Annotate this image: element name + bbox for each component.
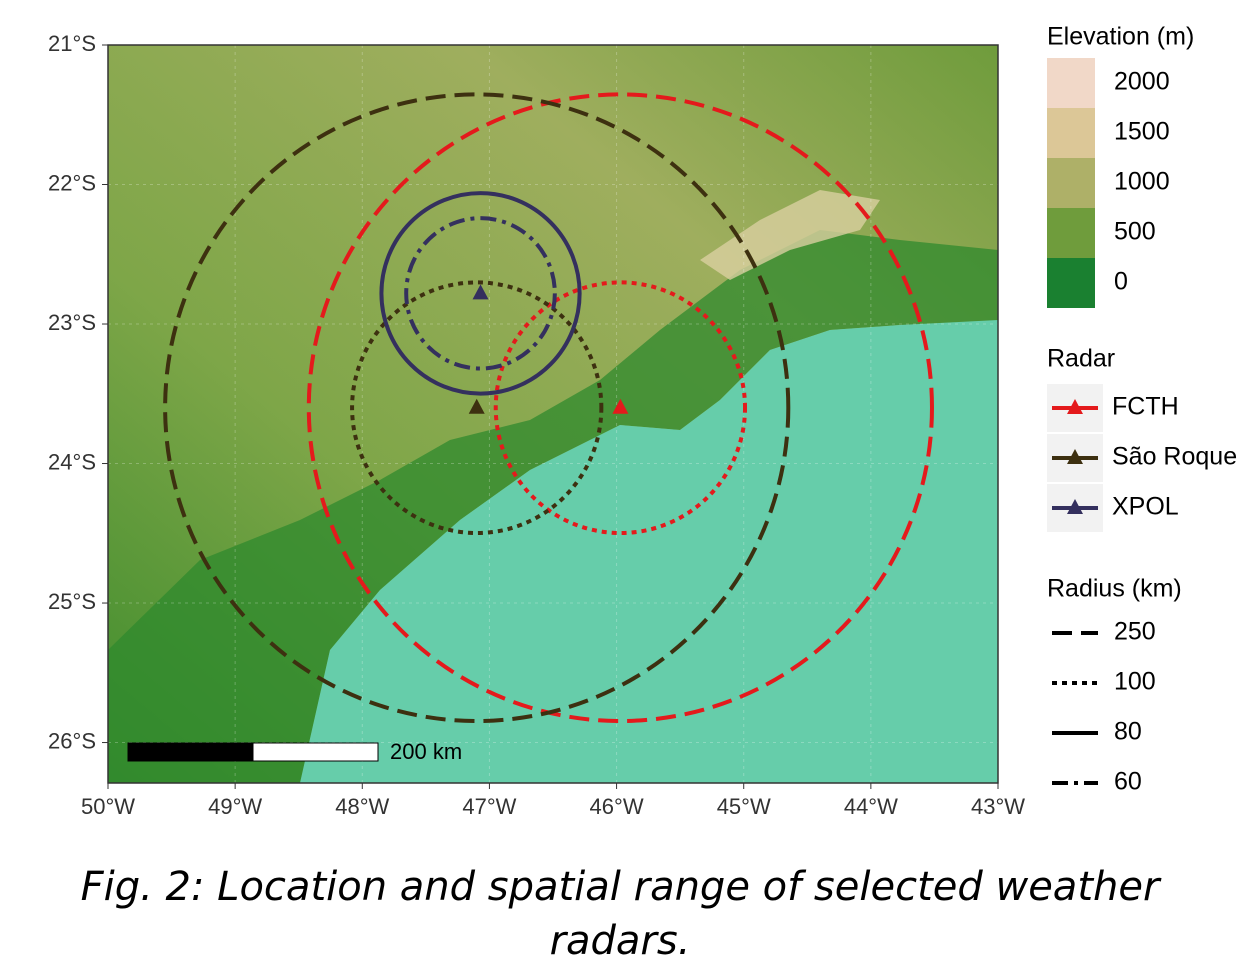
- y-tick-label: 21°S: [48, 31, 96, 56]
- x-tick-label: 48°W: [335, 794, 389, 819]
- x-tick-label: 47°W: [462, 794, 516, 819]
- colorbar-label: 500: [1114, 218, 1156, 246]
- colorbar-label: 1000: [1114, 168, 1170, 196]
- legend-label: São Roque: [1112, 443, 1237, 471]
- x-tick-label: 43°W: [971, 794, 1025, 819]
- x-tick-label: 50°W: [81, 794, 135, 819]
- x-tick-label: 46°W: [590, 794, 644, 819]
- y-tick-label: 24°S: [48, 449, 96, 474]
- radar-legend-title: Radar: [1047, 345, 1115, 373]
- terrain: [108, 45, 998, 783]
- page: 200 km Elevation (m) Radar Radius (km) 5…: [0, 0, 1238, 980]
- caption: Fig. 2: Location and spatial range of se…: [40, 860, 1200, 968]
- map-figure: 200 km Elevation (m) Radar Radius (km) 5…: [0, 0, 1238, 860]
- colorbar-label: 0: [1114, 268, 1128, 296]
- scale-bar-black: [128, 743, 253, 761]
- x-tick-label: 44°W: [844, 794, 898, 819]
- colorbar-segment: [1047, 108, 1095, 158]
- scale-bar: 200 km: [128, 739, 462, 764]
- y-tick-label: 26°S: [48, 728, 96, 753]
- x-tick-label: 45°W: [717, 794, 771, 819]
- y-tick-label: 22°S: [48, 170, 96, 195]
- colorbar-segment: [1047, 258, 1095, 308]
- x-tick-label: 49°W: [208, 794, 262, 819]
- colorbar-segment: [1047, 158, 1095, 208]
- colorbar-label: 2000: [1114, 68, 1170, 96]
- legend-label: XPOL: [1112, 493, 1179, 521]
- elevation-legend-title: Elevation (m): [1047, 23, 1194, 51]
- y-tick-label: 25°S: [48, 589, 96, 614]
- legend-label: 250: [1114, 618, 1156, 646]
- scale-bar-white: [253, 743, 378, 761]
- radius-legend-title: Radius (km): [1047, 575, 1182, 603]
- legend-label: 60: [1114, 768, 1142, 796]
- colorbar-label: 1500: [1114, 118, 1170, 146]
- legend-label: 80: [1114, 718, 1142, 746]
- colorbar-segment: [1047, 58, 1095, 108]
- colorbar-segment: [1047, 208, 1095, 258]
- y-tick-label: 23°S: [48, 310, 96, 335]
- legend-label: 100: [1114, 668, 1156, 696]
- scale-bar-label: 200 km: [390, 739, 462, 764]
- legend-label: FCTH: [1112, 393, 1179, 421]
